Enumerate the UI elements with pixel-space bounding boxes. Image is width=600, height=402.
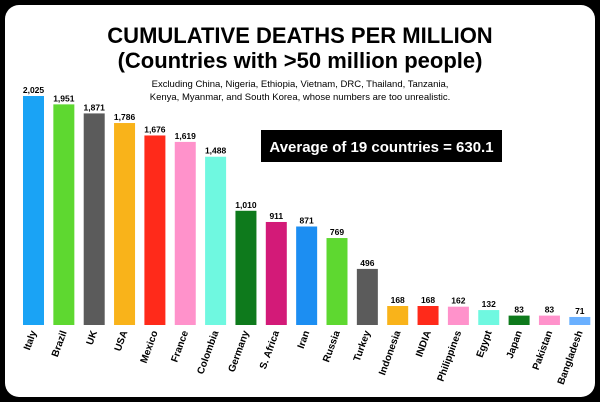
data-label-russia: 769 (330, 227, 344, 237)
data-label-india: 168 (421, 295, 435, 305)
bar-mexico (144, 135, 166, 325)
bar-bangladesh (569, 316, 591, 325)
bar-egypt (478, 310, 500, 325)
tick-label-colombia: Colombia (195, 329, 221, 376)
bar-italy (23, 96, 44, 325)
average-annotation-box (261, 130, 502, 162)
bar-uk (83, 113, 105, 325)
tick-label-s-africa: S. Africa (258, 329, 282, 371)
data-label-s-africa: 911 (269, 211, 283, 221)
data-label-uk: 1,871 (84, 102, 106, 112)
tick-label-indonesia: Indonesia (377, 329, 403, 377)
bar-iran (296, 226, 318, 325)
chart-title: CUMULATIVE DEATHS PER MILLION (107, 23, 492, 48)
bar-brazil (53, 104, 75, 326)
tick-label-japan: Japan (505, 329, 525, 360)
data-label-indonesia: 168 (391, 295, 405, 305)
tick-label-usa: USA (113, 329, 131, 353)
bar-s-africa (265, 221, 287, 325)
tick-label-turkey: Turkey (352, 329, 373, 363)
tick-label-germany: Germany (227, 329, 252, 374)
bars-group (23, 96, 591, 326)
tick-label-mexico: Mexico (139, 329, 161, 365)
bar-chart: CUMULATIVE DEATHS PER MILLION (Countries… (22, 23, 591, 387)
bar-japan (508, 315, 530, 325)
data-label-turkey: 496 (360, 258, 374, 268)
tick-label-uk: UK (85, 329, 101, 347)
data-label-mexico: 1,676 (144, 124, 166, 134)
chart-frame: CUMULATIVE DEATHS PER MILLION (Countries… (5, 5, 595, 397)
chart-note-line-1: Excluding China, Nigeria, Ethiopia, Viet… (152, 79, 449, 90)
bar-pakistan (538, 315, 560, 325)
tick-label-russia: Russia (321, 329, 343, 364)
data-labels-group: 2,025 1,951 1,871 1,786 1,676 1,619 1,488 1,010… (23, 85, 585, 316)
average-annotation-text: Average of 19 countries = 630.1 (269, 139, 493, 156)
data-label-japan: 83 (514, 305, 524, 315)
tick-label-pakistan: Pakistan (531, 329, 555, 371)
bar-russia (326, 238, 348, 325)
data-label-brazil: 1,951 (53, 93, 75, 103)
bar-france (174, 141, 196, 325)
bar-usa (114, 123, 136, 325)
data-label-colombia: 1,488 (205, 146, 227, 156)
chart-subtitle: (Countries with >50 million people) (118, 48, 483, 73)
data-label-philippines: 162 (451, 296, 465, 306)
tick-label-italy: Italy (22, 329, 39, 352)
data-label-pakistan: 83 (545, 305, 555, 315)
bar-philippines (447, 306, 469, 325)
tick-label-egypt: Egypt (475, 329, 495, 359)
bar-colombia (205, 156, 227, 325)
data-label-bangladesh: 71 (575, 306, 585, 316)
tick-label-bangladesh: Bangladesh (556, 329, 586, 386)
bar-turkey (356, 268, 378, 325)
tick-label-brazil: Brazil (50, 329, 70, 359)
data-label-france: 1,619 (175, 131, 197, 141)
tick-label-philippines: Philippines (436, 329, 465, 383)
data-label-usa: 1,786 (114, 112, 136, 122)
bar-india (417, 306, 439, 325)
tick-label-france: France (170, 329, 192, 364)
chart-note-line-2: Kenya, Myanmar, and South Korea, whose n… (150, 92, 450, 103)
data-label-iran: 871 (300, 216, 314, 226)
data-label-germany: 1,010 (235, 200, 257, 210)
bar-germany (235, 210, 257, 325)
tick-label-iran: Iran (296, 329, 313, 350)
x-tick-labels-group: Italy Brazil UK USA Mexico France Colombia Germ… (22, 329, 585, 387)
data-label-egypt: 132 (482, 299, 496, 309)
bar-indonesia (387, 306, 409, 325)
tick-label-india: INDIA (414, 329, 434, 358)
data-label-italy: 2,025 (23, 85, 45, 95)
average-annotation: Average of 19 countries = 630.1 (261, 130, 502, 162)
